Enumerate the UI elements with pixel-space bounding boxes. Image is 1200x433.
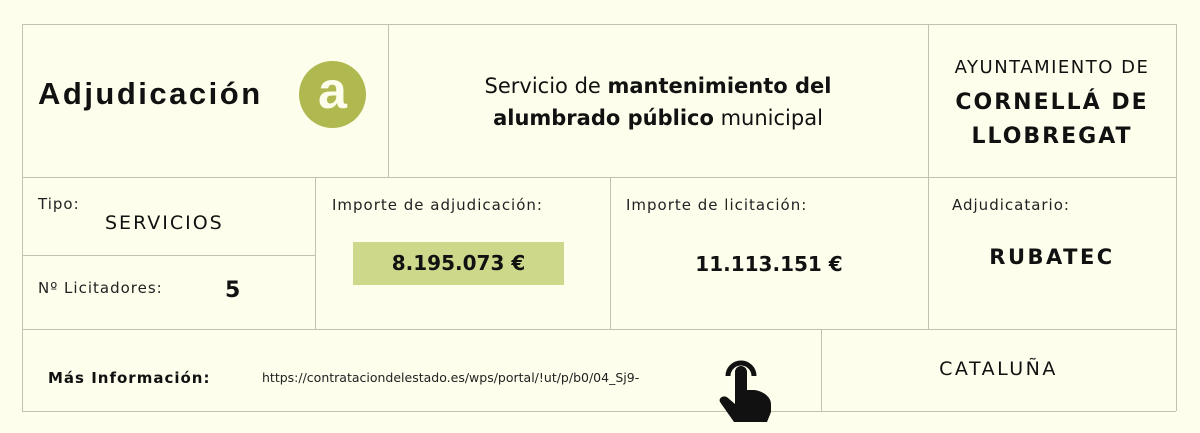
page-title: Adjudicación <box>38 76 263 111</box>
org-name: LLOBREGAT <box>971 124 1133 149</box>
licitacion-value: 11.113.151 € <box>695 252 843 276</box>
licitadores-value: 5 <box>225 278 241 303</box>
service-bold: mantenimiento del <box>607 74 832 98</box>
badge-letter: a <box>318 62 347 120</box>
tipo-value: SERVICIOS <box>105 212 224 234</box>
adjudicacion-value-box: 8.195.073 € <box>353 242 564 285</box>
info-label: Más Información: <box>48 369 211 387</box>
tipo-label: Tipo: <box>38 195 80 213</box>
licitadores-label: Nº Licitadores: <box>38 279 163 297</box>
service-bold: alumbrado público <box>493 106 714 130</box>
adjudicacion-value: 8.195.073 € <box>391 251 526 275</box>
hand-pointer-icon[interactable] <box>718 350 774 422</box>
org-line: AYUNTAMIENTO DE <box>954 57 1150 78</box>
org-name: CORNELLÁ DE <box>955 90 1149 115</box>
region: CATALUÑA <box>939 358 1058 380</box>
licitacion-label: Importe de licitación: <box>626 196 808 214</box>
adjudicacion-label: Importe de adjudicación: <box>332 196 543 214</box>
info-link[interactable]: https://contrataciondelestado.es/wps/por… <box>262 370 640 385</box>
service-text: municipal <box>713 106 823 130</box>
adjudicacion-badge: a <box>299 61 366 128</box>
adjudicatario-value: RUBATEC <box>989 245 1115 269</box>
adjudicatario-label: Adjudicatario: <box>952 196 1070 214</box>
service-text: Servicio de <box>484 74 608 98</box>
service-description: Servicio de mantenimiento del alumbrado … <box>388 70 928 134</box>
